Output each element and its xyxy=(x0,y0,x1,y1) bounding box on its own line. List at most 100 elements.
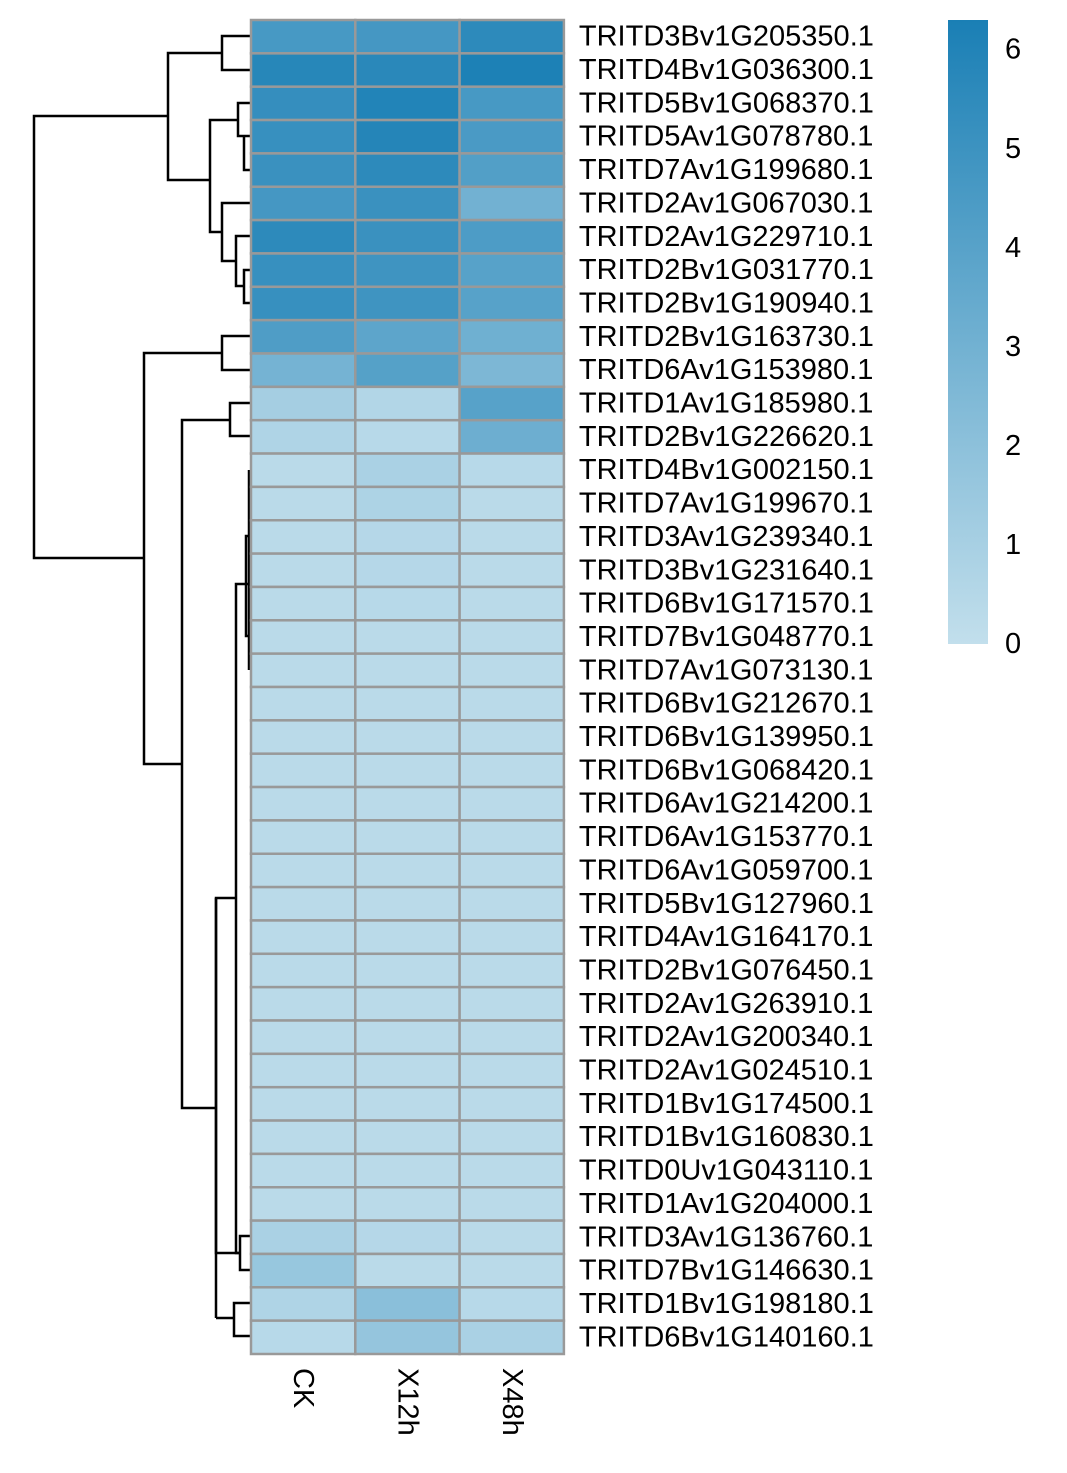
heatmap-cell xyxy=(354,185,461,222)
heatmap-cell xyxy=(354,385,461,422)
heatmap-cell xyxy=(354,1119,461,1156)
row-label: TRITD2Bv1G163730.1 xyxy=(579,321,874,353)
row-label: TRITD1Bv1G174500.1 xyxy=(579,1088,874,1120)
row-label: TRITD6Bv1G139950.1 xyxy=(579,721,874,753)
row-label: TRITD2Bv1G226620.1 xyxy=(579,421,874,453)
heatmap-cell xyxy=(354,785,461,822)
heatmap-cell xyxy=(458,652,566,689)
heatmap-cell xyxy=(249,952,357,989)
row-label: TRITD2Av1G067030.1 xyxy=(579,187,873,219)
heatmap-cell xyxy=(354,1052,461,1089)
heatmap-cell xyxy=(458,52,566,88)
row-label: TRITD3Bv1G231640.1 xyxy=(579,554,874,586)
heatmap-cell xyxy=(354,819,461,856)
heatmap-cell xyxy=(354,485,461,522)
heatmap-cell xyxy=(354,552,461,589)
heatmap-cell xyxy=(354,452,461,489)
heatmap-cell xyxy=(458,218,566,255)
heatmap-cell xyxy=(249,152,357,188)
heatmap-cell xyxy=(458,1085,566,1122)
heatmap-cell xyxy=(354,418,461,455)
heatmap-cell xyxy=(249,1052,357,1089)
heatmap-cell xyxy=(458,885,566,922)
heatmap-cell xyxy=(458,952,566,989)
legend-tick-label: 3 xyxy=(1005,331,1021,363)
column-label: CK xyxy=(287,1368,319,1409)
heatmap-cell xyxy=(249,1252,357,1289)
heatmap-cell xyxy=(458,85,566,122)
heatmap-cell xyxy=(458,118,566,155)
heatmap-cell xyxy=(354,1186,461,1222)
color-legend-ticks: 0 1 2 3 4 5 6 xyxy=(1005,34,1021,660)
heatmap-cell xyxy=(354,885,461,922)
row-label: TRITD4Av1G164170.1 xyxy=(579,921,873,953)
heatmap-cell xyxy=(249,752,357,789)
heatmap-cell xyxy=(458,985,566,1022)
heatmap-cell xyxy=(458,1319,566,1356)
row-label: TRITD6Av1G153770.1 xyxy=(579,821,873,853)
heatmap-cell xyxy=(458,485,566,522)
row-label: TRITD6Bv1G140160.1 xyxy=(579,1321,874,1353)
row-label: TRITD2Av1G229710.1 xyxy=(579,221,873,253)
heatmap-cell xyxy=(458,1052,566,1089)
heatmap-cell xyxy=(354,1286,461,1322)
heatmap-cell xyxy=(354,218,461,255)
legend-tick-label: 6 xyxy=(1005,34,1021,66)
row-label: TRITD4Bv1G002150.1 xyxy=(579,454,874,486)
heatmap-cell xyxy=(249,1019,357,1056)
heatmap-cell xyxy=(249,485,357,522)
row-label: TRITD6Av1G059700.1 xyxy=(579,854,873,886)
heatmap-cell xyxy=(249,619,357,655)
heatmap-cell xyxy=(458,285,566,322)
heatmap-cell xyxy=(354,585,461,622)
heatmap-cell xyxy=(249,18,357,55)
heatmap-cell xyxy=(354,152,461,188)
row-label: TRITD2Av1G200340.1 xyxy=(579,1021,873,1053)
heatmap-cell xyxy=(354,85,461,122)
heatmap-cell xyxy=(458,1286,566,1322)
heatmap-cell xyxy=(249,919,357,956)
heatmap-cell xyxy=(249,819,357,856)
heatmap-cell xyxy=(458,418,566,455)
heatmap-cell xyxy=(458,519,566,555)
heatmap-cell xyxy=(249,885,357,922)
heatmap-cell xyxy=(354,252,461,289)
heatmap-cell xyxy=(458,18,566,55)
row-label: TRITD0Uv1G043110.1 xyxy=(579,1155,873,1187)
heatmap-cell xyxy=(458,1019,566,1056)
row-label: TRITD7Av1G073130.1 xyxy=(579,654,873,686)
row-label: TRITD5Bv1G127960.1 xyxy=(579,888,874,920)
heatmap-cell xyxy=(458,1252,566,1289)
row-label: TRITD7Av1G199670.1 xyxy=(579,488,873,520)
heatmap-cell xyxy=(458,552,566,589)
column-label: X12h xyxy=(391,1368,423,1436)
row-label: TRITD1Bv1G198180.1 xyxy=(579,1288,874,1320)
row-label: TRITD5Bv1G068370.1 xyxy=(579,87,874,119)
row-label: TRITD2Bv1G076450.1 xyxy=(579,954,874,986)
heatmap-cell xyxy=(458,785,566,822)
column-labels: CK X12h X48h xyxy=(287,1368,528,1436)
row-label: TRITD6Bv1G212670.1 xyxy=(579,688,874,720)
legend-tick-label: 0 xyxy=(1005,628,1021,660)
heatmap-cell xyxy=(458,1186,566,1222)
heatmap-cell xyxy=(354,1219,461,1256)
heatmap-cell xyxy=(458,619,566,655)
row-label: TRITD1Bv1G160830.1 xyxy=(579,1121,874,1153)
color-legend: 0 1 2 3 4 5 6 xyxy=(948,20,1021,660)
heatmap-cell xyxy=(249,1319,357,1356)
heatmap-cell xyxy=(354,719,461,755)
heatmap-cell xyxy=(458,685,566,722)
heatmap-cell xyxy=(354,619,461,655)
heatmap-cell xyxy=(354,1152,461,1189)
heatmap-cell xyxy=(354,1019,461,1056)
heatmap-cell xyxy=(249,218,357,255)
heatmap-cells xyxy=(249,18,566,1356)
heatmap-cell xyxy=(249,519,357,555)
heatmap-cell xyxy=(249,719,357,755)
legend-tick-label: 5 xyxy=(1005,133,1021,165)
row-label: TRITD6Av1G214200.1 xyxy=(579,788,873,820)
color-legend-bar xyxy=(948,20,988,644)
heatmap-cell xyxy=(354,752,461,789)
heatmap-cell xyxy=(249,985,357,1022)
heatmap-cell xyxy=(458,318,566,355)
